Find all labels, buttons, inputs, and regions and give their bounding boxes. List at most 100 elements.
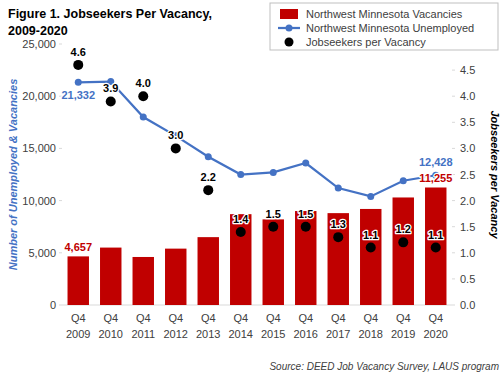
x-tick-label: Q42009 bbox=[66, 312, 90, 340]
data-label: 21,332 bbox=[61, 89, 95, 101]
y2-tick-label: 0.0 bbox=[460, 299, 475, 311]
point bbox=[366, 243, 376, 253]
x-tick-label-line: 2017 bbox=[326, 328, 350, 340]
data-label: 4.6 bbox=[71, 46, 86, 58]
y-axis-title: Number of Unemployed & Vacancies bbox=[7, 79, 19, 271]
y-tick-label: 0 bbox=[50, 299, 56, 311]
data-label: 1.3 bbox=[331, 218, 346, 230]
legend-label: Northwest Minnesota Vacancies bbox=[306, 8, 463, 20]
bar bbox=[328, 213, 349, 305]
x-tick-label: Q4 2010 bbox=[99, 312, 123, 340]
x-tick-label: Q42012 bbox=[164, 312, 188, 340]
legend-swatch bbox=[280, 9, 298, 19]
data-label: 4,657 bbox=[64, 241, 92, 253]
data-label: 4.0 bbox=[136, 77, 151, 89]
y-tick-label: 10,000 bbox=[22, 195, 56, 207]
y2-tick-label: 1.5 bbox=[460, 221, 475, 233]
x-tick-label: Q4 2011 bbox=[131, 312, 155, 340]
x-tick-label: Q4 2017 bbox=[326, 312, 350, 340]
x-tick-label-line: 2012 bbox=[164, 328, 188, 340]
y-tick bbox=[59, 148, 62, 149]
x-tick-label-line: 2020 bbox=[424, 328, 448, 340]
point bbox=[203, 185, 213, 195]
line bbox=[78, 82, 436, 197]
legend-label: Northwest Minnesota Unemployed bbox=[306, 22, 474, 34]
y2-tick-label: 1.0 bbox=[460, 247, 475, 259]
legend-swatch bbox=[286, 25, 293, 32]
bar bbox=[133, 257, 154, 305]
x-tick-label-line: Q4 bbox=[266, 312, 281, 324]
y2-tick bbox=[452, 252, 455, 253]
point bbox=[171, 143, 181, 153]
y-tick bbox=[59, 252, 62, 253]
x-tick-label: Q42019 bbox=[391, 312, 415, 340]
legend-label: Jobseekers per Vacancy bbox=[306, 36, 426, 48]
bar bbox=[198, 237, 219, 305]
x-tick-label: Q42020 bbox=[424, 312, 448, 340]
data-label: 12,428 bbox=[419, 156, 453, 168]
point bbox=[301, 222, 311, 232]
y-tick bbox=[59, 305, 62, 306]
legend-box bbox=[270, 3, 498, 50]
bar bbox=[165, 249, 186, 305]
line-marker bbox=[205, 153, 212, 160]
bar bbox=[425, 187, 446, 305]
point bbox=[73, 60, 83, 70]
x-tick-label-line: 2018 bbox=[359, 328, 383, 340]
x-tick-label-line: 2013 bbox=[196, 328, 220, 340]
y-tick-label: 5,000 bbox=[28, 247, 56, 259]
point bbox=[333, 232, 343, 242]
bar bbox=[68, 256, 89, 305]
y2-tick bbox=[452, 174, 455, 175]
x-tick-label-line: Q4 bbox=[331, 312, 346, 324]
title-line: 2009-2020 bbox=[8, 24, 68, 38]
y2-tick bbox=[452, 122, 455, 123]
y2-tick bbox=[452, 148, 455, 149]
line-marker bbox=[335, 185, 342, 192]
data-label: 3.9 bbox=[103, 82, 118, 94]
bar bbox=[230, 214, 251, 305]
y-tick-label: 15,000 bbox=[22, 142, 56, 154]
y2-tick-label: 2.0 bbox=[460, 195, 475, 207]
x-tick-label-line: Q4 bbox=[298, 312, 313, 324]
legend-swatch bbox=[285, 38, 294, 47]
x-tick-label-line: 2011 bbox=[131, 328, 155, 340]
y-tick-label: 20,000 bbox=[22, 90, 56, 102]
x-tick-label-line: Q4 bbox=[71, 312, 86, 324]
x-tick-label-line: Q4 bbox=[363, 312, 378, 324]
y2-axis-title: Jobseekers per Vacancy bbox=[489, 110, 501, 239]
line-marker bbox=[237, 171, 244, 178]
point bbox=[138, 91, 148, 101]
x-tick-label-line: Q4 bbox=[103, 312, 118, 324]
y2-tick bbox=[452, 70, 455, 71]
y2-tick bbox=[452, 200, 455, 201]
bar bbox=[263, 219, 284, 305]
line-marker bbox=[400, 177, 407, 184]
x-tick-label-line: Q4 bbox=[233, 312, 248, 324]
title: Figure 1. Jobseekers Per Vacancy, 2009-20… bbox=[8, 7, 212, 38]
y2-tick-label: 3.5 bbox=[460, 116, 475, 128]
y2-tick-label: 4.0 bbox=[460, 90, 475, 102]
legend: Northwest Minnesota Vacancies Northwest M… bbox=[270, 3, 498, 50]
title-line: Figure 1. Jobseekers Per Vacancy, bbox=[8, 7, 212, 21]
x-tick-label-line: 2010 bbox=[99, 328, 123, 340]
data-label: 1.2 bbox=[396, 223, 411, 235]
x-tick-label-line: Q4 bbox=[136, 312, 151, 324]
y-tick bbox=[59, 44, 62, 45]
data-label: 1.1 bbox=[363, 229, 378, 241]
y2-tick bbox=[452, 96, 455, 97]
line-marker bbox=[75, 79, 82, 86]
line-marker bbox=[140, 114, 147, 121]
bar bbox=[393, 197, 414, 305]
background bbox=[0, 0, 504, 378]
y2-tick-label: 4.5 bbox=[460, 64, 475, 76]
value-labels: 4,65711,25521,33212,4284.63.94.03.02.21.… bbox=[61, 46, 452, 254]
data-label: 1.4 bbox=[233, 213, 249, 225]
x-tick-label: Q42013 bbox=[196, 312, 220, 340]
point bbox=[268, 222, 278, 232]
x-tick-label: Q42014 bbox=[229, 312, 253, 340]
line-marker bbox=[367, 193, 374, 200]
x-tick-label-line: 2016 bbox=[294, 328, 318, 340]
x-tick-label: Q4 2016 bbox=[294, 312, 318, 340]
data-label: 1.5 bbox=[298, 208, 313, 220]
